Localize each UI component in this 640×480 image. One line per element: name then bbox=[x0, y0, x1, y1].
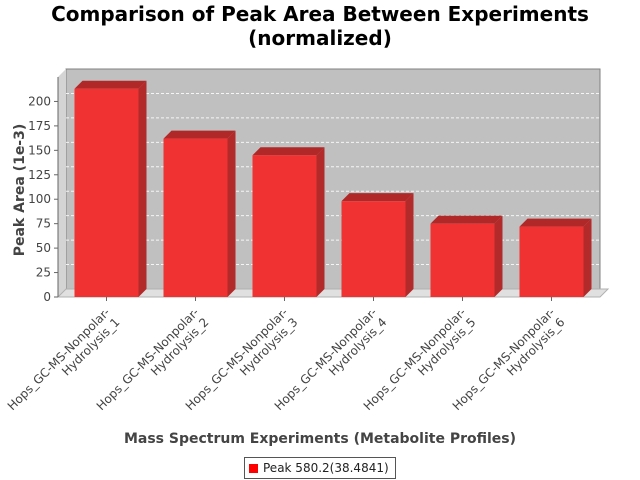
bar-side bbox=[316, 147, 325, 297]
bar-side bbox=[583, 218, 592, 297]
bar bbox=[430, 223, 495, 297]
y-tick-label: 0 bbox=[43, 290, 51, 304]
bar-top bbox=[163, 130, 236, 139]
y-tick-label: 25 bbox=[36, 266, 51, 280]
bar-side bbox=[405, 193, 414, 297]
bar bbox=[341, 201, 406, 297]
chart-title-line2: (normalized) bbox=[248, 26, 392, 50]
bar bbox=[252, 155, 317, 297]
chart-title-line1: Comparison of Peak Area Between Experime… bbox=[51, 2, 589, 26]
bar-top bbox=[252, 147, 325, 156]
y-tick-label: 50 bbox=[36, 241, 51, 255]
bar-top bbox=[74, 80, 147, 89]
bar-top bbox=[341, 193, 414, 202]
plot-side-wall bbox=[58, 69, 66, 297]
chart-title: Comparison of Peak Area Between Experime… bbox=[0, 2, 640, 50]
bar bbox=[163, 138, 228, 297]
bar-top bbox=[519, 218, 592, 227]
y-axis-label: Peak Area (1e-3) bbox=[12, 123, 28, 257]
bar bbox=[519, 226, 584, 297]
bar-side bbox=[138, 80, 147, 297]
legend-label: Peak 580.2(38.4841) bbox=[263, 461, 389, 475]
y-tick-label: 175 bbox=[28, 119, 51, 133]
legend: Peak 580.2(38.4841) bbox=[244, 457, 396, 479]
x-tick-label-line: Hops_GC-MS-Nonpolar- bbox=[5, 305, 113, 413]
y-tick-label: 125 bbox=[28, 168, 51, 182]
y-tick-label: 200 bbox=[28, 94, 51, 108]
bar-top bbox=[430, 215, 503, 224]
bar-side bbox=[227, 130, 236, 297]
x-axis-label: Mass Spectrum Experiments (Metabolite Pr… bbox=[123, 431, 517, 447]
bar-side bbox=[494, 215, 503, 297]
legend-swatch bbox=[249, 463, 258, 473]
plot-background bbox=[65, 68, 601, 290]
y-tick-label: 150 bbox=[28, 143, 51, 157]
bar bbox=[74, 88, 139, 297]
y-tick-label: 100 bbox=[28, 192, 51, 206]
y-tick-label: 75 bbox=[36, 217, 51, 231]
